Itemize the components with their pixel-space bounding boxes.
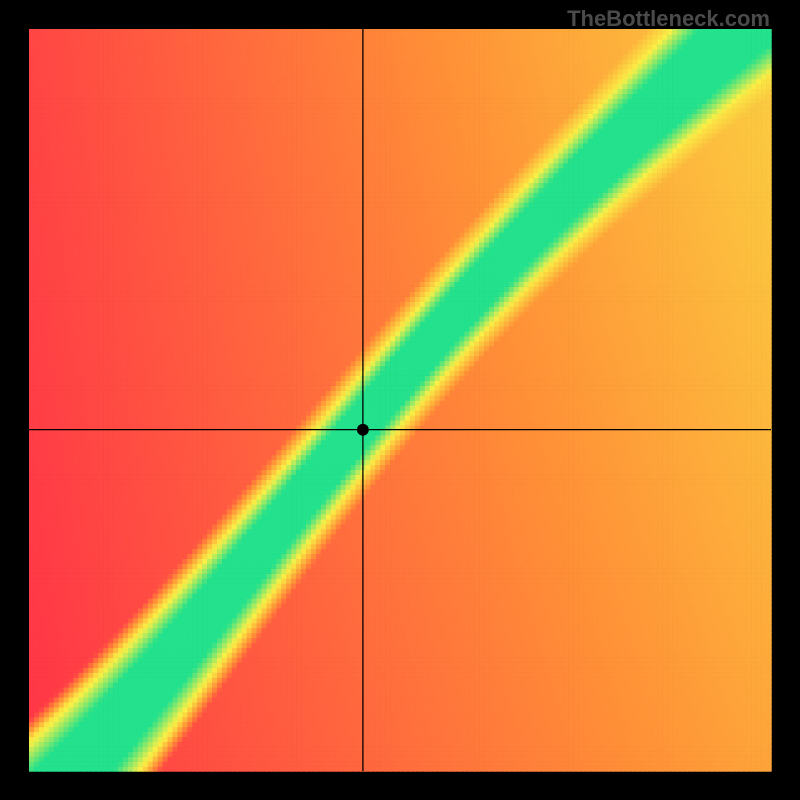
watermark-text: TheBottleneck.com — [567, 6, 770, 32]
bottleneck-heatmap — [0, 0, 800, 800]
chart-container: TheBottleneck.com — [0, 0, 800, 800]
